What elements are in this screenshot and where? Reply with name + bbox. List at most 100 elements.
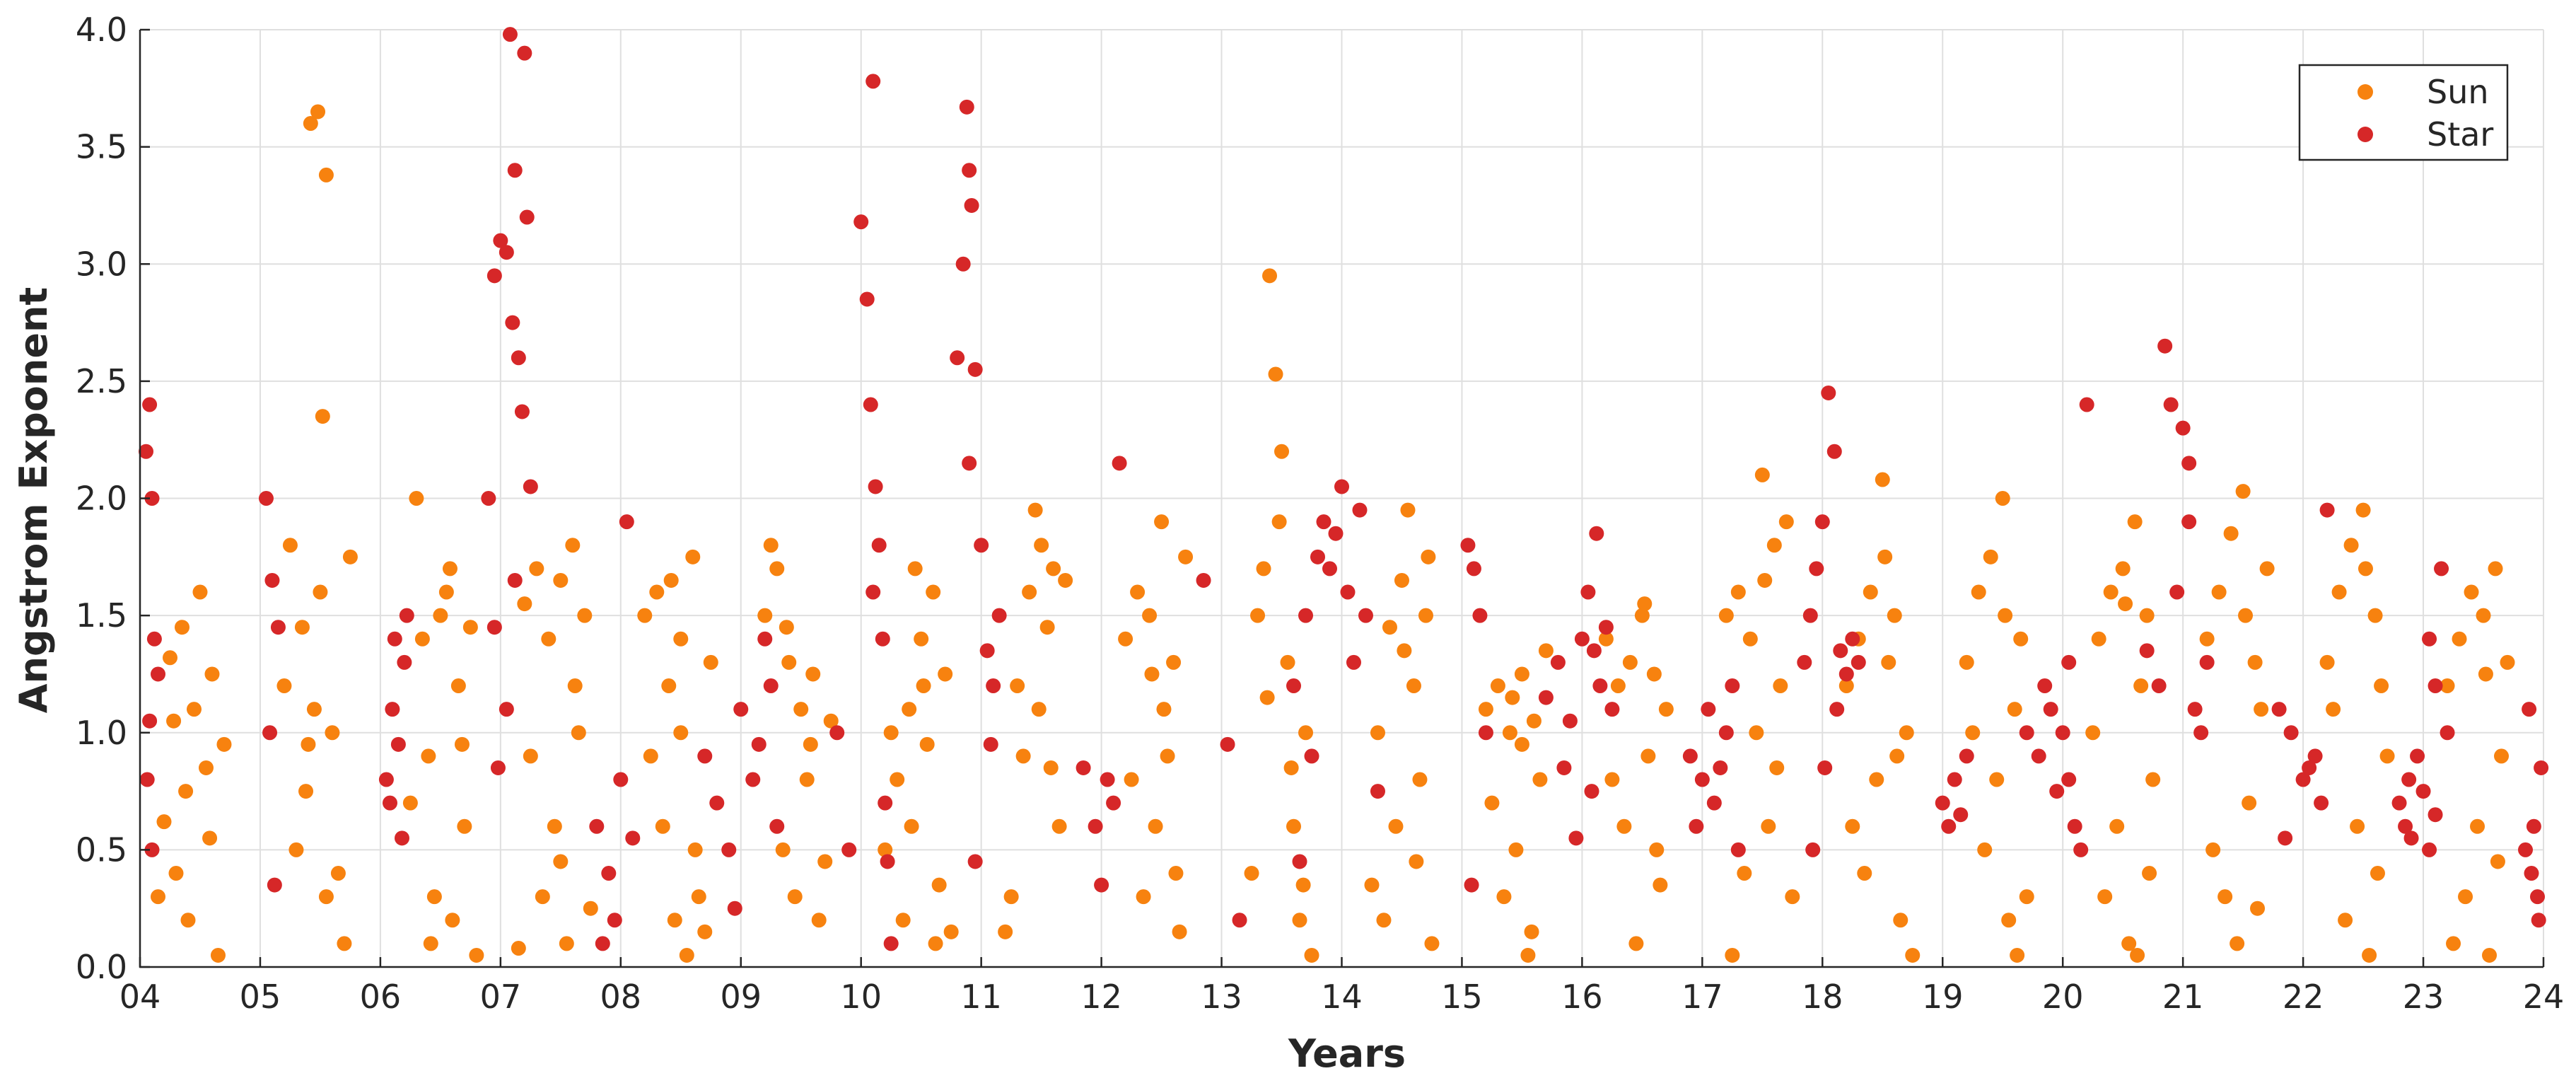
point-star bbox=[986, 678, 1001, 693]
point-star bbox=[2530, 889, 2546, 905]
point-sun bbox=[571, 725, 586, 741]
point-sun bbox=[192, 584, 208, 600]
point-star bbox=[1100, 772, 1115, 787]
point-sun bbox=[1051, 818, 1067, 834]
point-sun bbox=[1259, 690, 1275, 705]
point-sun bbox=[1869, 772, 1884, 787]
point-sun bbox=[1394, 572, 1409, 588]
point-sun bbox=[1058, 572, 1073, 588]
point-sun bbox=[433, 608, 448, 623]
point-sun bbox=[1298, 725, 1314, 741]
point-sun bbox=[2242, 795, 2257, 811]
axes bbox=[139, 28, 2545, 968]
point-sun bbox=[1168, 866, 1184, 881]
point-sun bbox=[313, 584, 328, 600]
point-sun bbox=[2370, 866, 2385, 881]
point-sun bbox=[2223, 526, 2239, 541]
point-star bbox=[589, 818, 605, 834]
point-star bbox=[829, 725, 845, 741]
point-sun bbox=[2142, 866, 2157, 881]
point-sun bbox=[2362, 947, 2377, 963]
point-sun bbox=[1889, 748, 1905, 764]
point-sun bbox=[1773, 678, 1788, 693]
point-star bbox=[144, 491, 160, 506]
point-sun bbox=[1622, 654, 1638, 670]
point-star bbox=[2278, 830, 2293, 846]
point-sun bbox=[1838, 678, 1854, 693]
y-tick-label: 0.0 bbox=[76, 948, 127, 986]
point-sun bbox=[1628, 936, 1644, 951]
point-sun bbox=[1610, 678, 1626, 693]
point-sun bbox=[1769, 760, 1785, 775]
point-sun bbox=[1039, 620, 1055, 635]
point-star bbox=[1346, 654, 1361, 670]
point-sun bbox=[2130, 947, 2145, 963]
point-sun bbox=[697, 924, 713, 939]
point-sun bbox=[1785, 889, 1800, 905]
point-sun bbox=[342, 549, 358, 564]
x-tick-label: 24 bbox=[2523, 978, 2565, 1016]
point-sun bbox=[643, 748, 658, 764]
point-sun bbox=[1484, 795, 1500, 811]
point-sun bbox=[673, 725, 689, 741]
point-star bbox=[2524, 866, 2539, 881]
legend-marker-star bbox=[2358, 127, 2373, 142]
point-star bbox=[1851, 654, 1866, 670]
point-star bbox=[2415, 784, 2431, 799]
point-sun bbox=[781, 654, 797, 670]
point-sun bbox=[1845, 818, 1860, 834]
point-star bbox=[1935, 795, 1950, 811]
point-sun bbox=[907, 561, 923, 577]
point-star bbox=[1472, 608, 1488, 623]
point-sun bbox=[198, 760, 214, 775]
point-sun bbox=[1274, 444, 1290, 459]
point-sun bbox=[1400, 502, 1416, 518]
point-star bbox=[745, 772, 761, 787]
point-sun bbox=[1280, 654, 1295, 670]
x-tick-label: 11 bbox=[960, 978, 1002, 1016]
point-sun bbox=[2205, 842, 2221, 857]
point-sun bbox=[1406, 678, 1421, 693]
point-sun bbox=[1520, 947, 1536, 963]
point-sun bbox=[2358, 561, 2373, 577]
point-sun bbox=[1881, 654, 1896, 670]
point-star bbox=[264, 572, 280, 588]
point-sun bbox=[1156, 702, 1172, 717]
point-sun bbox=[2010, 947, 2025, 963]
point-star bbox=[514, 404, 530, 419]
point-star bbox=[387, 631, 402, 647]
point-star bbox=[619, 514, 634, 530]
point-sun bbox=[914, 631, 929, 647]
x-axis-title: Years bbox=[1288, 1031, 1406, 1076]
point-star bbox=[1817, 760, 1833, 775]
point-star bbox=[2187, 702, 2203, 717]
point-star bbox=[2401, 772, 2417, 787]
point-star bbox=[1478, 725, 1493, 741]
point-sun bbox=[1154, 514, 1170, 530]
point-sun bbox=[799, 772, 815, 787]
point-sun bbox=[553, 572, 569, 588]
point-sun bbox=[687, 842, 703, 857]
point-sun bbox=[1749, 725, 1764, 741]
point-star bbox=[505, 315, 520, 330]
point-sun bbox=[2001, 913, 2017, 928]
point-sun bbox=[919, 736, 935, 752]
point-star bbox=[1592, 678, 1608, 693]
point-sun bbox=[2097, 889, 2113, 905]
point-star bbox=[697, 748, 713, 764]
point-sun bbox=[423, 936, 438, 951]
data-points bbox=[138, 27, 2549, 963]
point-sun bbox=[1364, 877, 1380, 893]
point-star bbox=[1701, 702, 1716, 717]
x-tick-label: 20 bbox=[2042, 978, 2084, 1016]
point-sun bbox=[1875, 472, 1890, 487]
tick-labels: 04 05 06 07 08 09 10 11 12 13 14 15 16 17 18 19 20 21 22 23… bbox=[76, 11, 2564, 1016]
point-sun bbox=[763, 538, 779, 553]
point-sun bbox=[1166, 654, 1182, 670]
point-sun bbox=[1022, 584, 1037, 600]
point-sun bbox=[1971, 584, 1986, 600]
point-sun bbox=[577, 608, 593, 623]
point-star bbox=[507, 572, 523, 588]
point-sun bbox=[1262, 268, 1278, 284]
